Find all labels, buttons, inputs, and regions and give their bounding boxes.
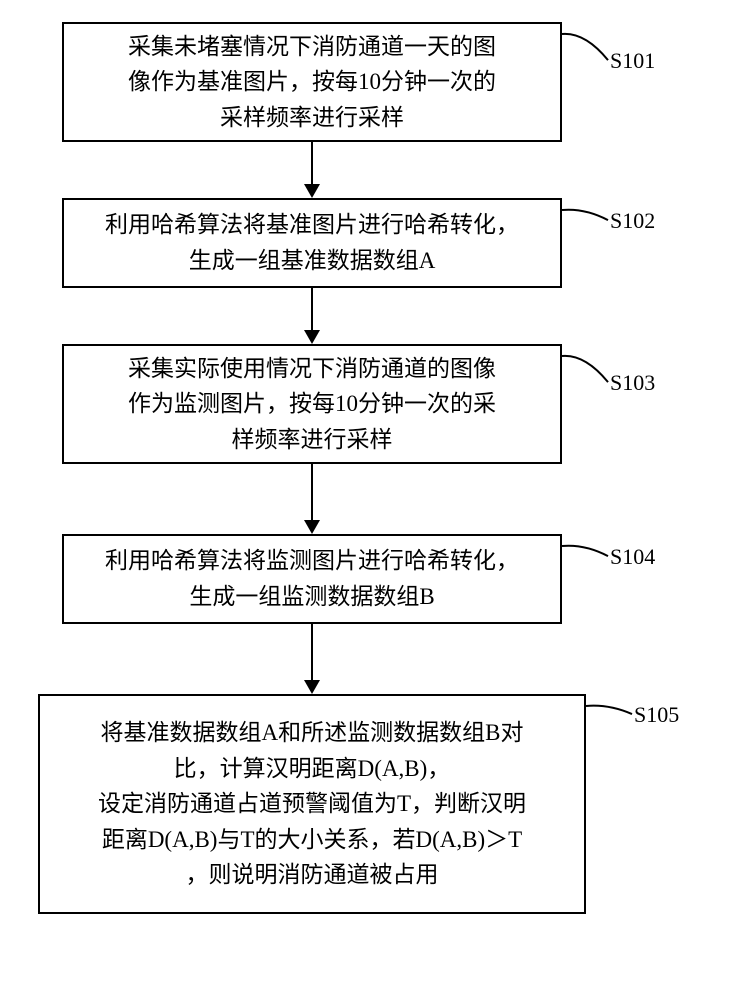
- flow-label-n2: S102: [610, 208, 655, 234]
- label-connector: [560, 32, 610, 62]
- arrow-line: [311, 464, 313, 520]
- flowchart-canvas: 采集未堵塞情况下消防通道一天的图 像作为基准图片，按每10分钟一次的 采样频率进…: [0, 0, 743, 1000]
- flow-label-n3: S103: [610, 370, 655, 396]
- arrow-head-icon: [304, 184, 320, 198]
- arrow-head-icon: [304, 680, 320, 694]
- flow-node-n5: 将基准数据数组A和所述监测数据数组B对 比，计算汉明距离D(A,B)， 设定消防…: [38, 694, 586, 914]
- flow-node-text: 利用哈希算法将监测图片进行哈希转化， 生成一组监测数据数组B: [105, 543, 519, 614]
- flow-node-n1: 采集未堵塞情况下消防通道一天的图 像作为基准图片，按每10分钟一次的 采样频率进…: [62, 22, 562, 142]
- flow-node-text: 将基准数据数组A和所述监测数据数组B对 比，计算汉明距离D(A,B)， 设定消防…: [98, 715, 526, 893]
- arrow-line: [311, 288, 313, 330]
- flow-node-n3: 采集实际使用情况下消防通道的图像 作为监测图片，按每10分钟一次的采 样频率进行…: [62, 344, 562, 464]
- arrow-line: [311, 624, 313, 680]
- arrow-head-icon: [304, 520, 320, 534]
- flow-node-n2: 利用哈希算法将基准图片进行哈希转化， 生成一组基准数据数组A: [62, 198, 562, 288]
- label-connector: [560, 354, 610, 384]
- arrow-line: [311, 142, 313, 184]
- flow-node-text: 采集实际使用情况下消防通道的图像 作为监测图片，按每10分钟一次的采 样频率进行…: [128, 351, 496, 458]
- label-connector: [560, 208, 610, 222]
- label-connector: [584, 704, 634, 716]
- flow-label-n1: S101: [610, 48, 655, 74]
- flow-node-text: 采集未堵塞情况下消防通道一天的图 像作为基准图片，按每10分钟一次的 采样频率进…: [128, 29, 496, 136]
- flow-node-text: 利用哈希算法将基准图片进行哈希转化， 生成一组基准数据数组A: [105, 207, 519, 278]
- flow-label-n4: S104: [610, 544, 655, 570]
- flow-label-n5: S105: [634, 702, 679, 728]
- label-connector: [560, 544, 610, 558]
- arrow-head-icon: [304, 330, 320, 344]
- flow-node-n4: 利用哈希算法将监测图片进行哈希转化， 生成一组监测数据数组B: [62, 534, 562, 624]
